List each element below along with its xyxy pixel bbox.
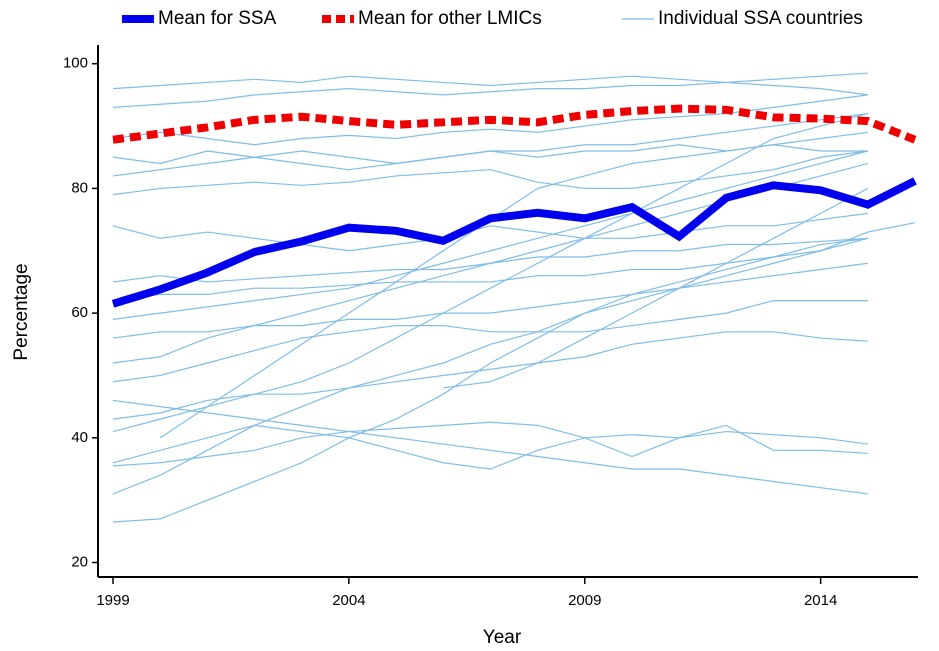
country-line: [112, 75, 868, 96]
country-line: [112, 72, 868, 108]
x-axis-label: Year: [483, 627, 522, 648]
x-tick-label: 2009: [568, 592, 601, 609]
y-axis-label: Percentage: [11, 263, 32, 360]
y-tick-label: 80: [71, 179, 88, 196]
legend-label: Mean for other LMICs: [358, 8, 542, 29]
country-line: [112, 331, 868, 420]
country-line: [112, 150, 868, 320]
legend-label: Individual SSA countries: [658, 8, 863, 29]
y-tick-label: 100: [63, 55, 88, 72]
country-line: [443, 187, 869, 389]
country-line: [112, 113, 868, 433]
x-tick-label: 2004: [332, 592, 365, 609]
mean-line: [111, 177, 917, 308]
legend-label: Mean for SSA: [158, 8, 277, 29]
country-line: [112, 399, 868, 495]
country-line: [112, 421, 868, 467]
y-tick-label: 20: [71, 553, 88, 570]
country-line: [112, 237, 868, 495]
country-line: [112, 212, 868, 252]
country-line: [112, 262, 868, 339]
country-line: [112, 150, 868, 196]
country-line: [112, 300, 868, 383]
y-tick-label: 60: [71, 304, 88, 321]
country-line: [112, 144, 868, 177]
mean-line: [112, 104, 917, 144]
x-tick-label: 2014: [804, 592, 837, 609]
country-line: [159, 131, 868, 439]
country-line: [112, 237, 868, 523]
country-line: [112, 424, 868, 470]
x-tick-label: 1999: [96, 592, 129, 609]
y-tick-label: 40: [71, 429, 88, 446]
country-line: [112, 222, 916, 302]
